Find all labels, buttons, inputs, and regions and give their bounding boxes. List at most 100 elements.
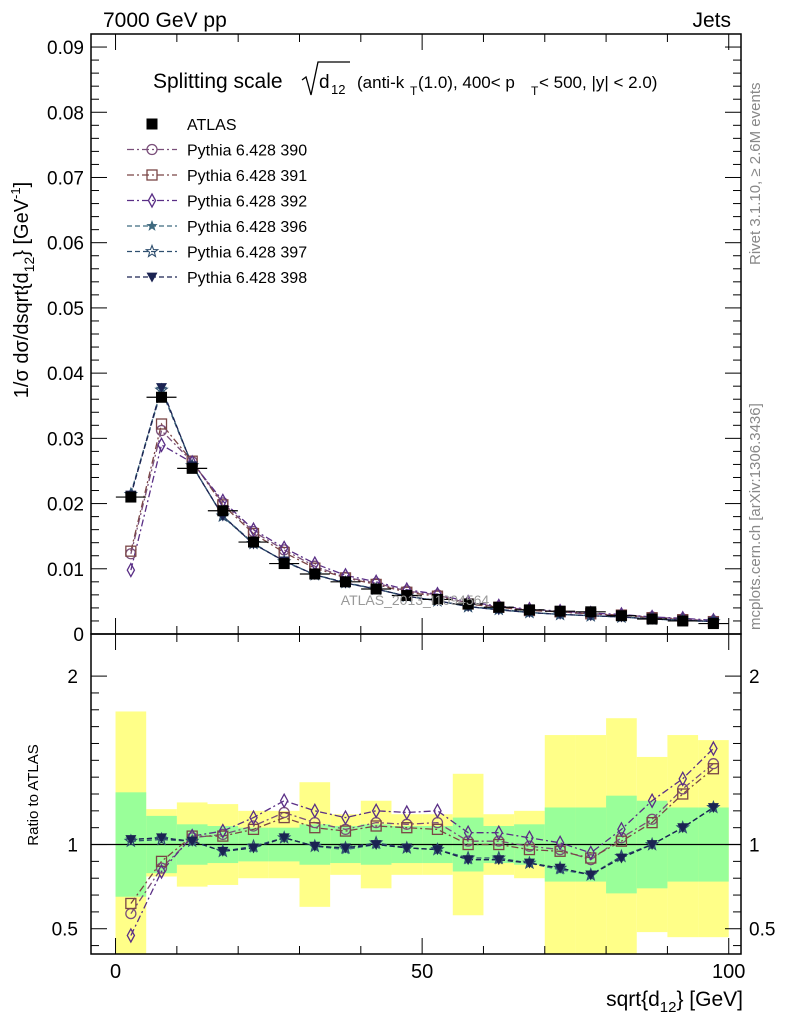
main-ytick-label: 0.02 <box>47 495 84 516</box>
legend-label: ATLAS <box>187 117 237 134</box>
ratio-3-point <box>279 792 289 809</box>
series-6-point <box>156 383 168 393</box>
ylabel-part2: } [GeV <box>11 198 33 256</box>
ratio-6-point <box>431 845 443 856</box>
atlas-point <box>677 615 689 627</box>
ratio-2-point <box>646 816 658 829</box>
series-3-point <box>157 437 166 453</box>
atlas-point <box>186 462 198 474</box>
legend-label: Pythia 6.428 398 <box>187 270 307 287</box>
main-ytick-label: 0.03 <box>47 429 84 450</box>
legend-label: Pythia 6.428 392 <box>187 194 307 211</box>
atlas-point <box>431 593 443 605</box>
ratio-6-point <box>401 843 413 854</box>
main-ytick-label: 0.06 <box>47 234 84 255</box>
ratio-3-point <box>249 809 258 826</box>
title-cond2: (1.0), 400< p <box>418 73 515 92</box>
ratio-line-6 <box>130 806 714 876</box>
ratio-2-point <box>370 820 382 832</box>
xlabel-part1: sqrt{d <box>606 988 660 1011</box>
sqrt-sign <box>301 61 350 96</box>
atlas-point <box>125 491 137 503</box>
title-symbol-sub: 12 <box>331 82 345 97</box>
ratio-3-point <box>555 834 565 851</box>
analysis-watermark: ATLAS_2013_I1094564 <box>341 592 490 608</box>
ratio-3-point <box>463 824 473 841</box>
main-panel: ATLAS_2013_I1094564 0 0.01 0.02 0.03 0.04 0.0… <box>47 33 742 646</box>
ratio-6-point <box>156 833 168 844</box>
legend-marker <box>147 192 157 209</box>
ratio-6-point <box>125 835 137 845</box>
xlabel-sub: 12 <box>660 999 677 1016</box>
atlas-point <box>523 604 535 616</box>
main-ytick-label: 0.08 <box>47 103 84 124</box>
ratio-2-point <box>677 788 689 800</box>
ratio-3-point <box>310 802 320 819</box>
ratio-3-point <box>586 845 596 861</box>
ratio-2-point <box>155 855 168 868</box>
ratio-ytick-label-right: 2 <box>749 667 760 688</box>
legend-marker <box>146 220 158 231</box>
ratio-3-point <box>157 863 166 880</box>
ratio-6-point <box>370 840 382 851</box>
ratio-1-point <box>155 862 168 874</box>
ratio-2-point <box>401 822 413 834</box>
atlas-point <box>707 618 719 630</box>
ratio-6-point <box>554 863 566 874</box>
ratio-6-point <box>707 803 719 813</box>
ratio-6-point <box>615 853 627 864</box>
ratio-6-point <box>309 841 321 852</box>
ratio-3-point <box>617 821 626 838</box>
legend-marker <box>146 169 158 181</box>
ratio-6-point <box>278 833 290 844</box>
atlas-point <box>585 606 597 618</box>
ratio-3-point <box>402 804 412 821</box>
legend-marker <box>146 143 158 156</box>
atlas-point <box>278 558 290 570</box>
ratio-ylabel: Ratio to ATLAS <box>25 744 42 845</box>
atlas-point <box>646 613 658 625</box>
ratio-line-3 <box>130 748 714 936</box>
plot-title: Splitting scale d 12 (anti-k T (1.0), 40… <box>153 61 657 98</box>
ratio-2-point <box>125 897 137 910</box>
ratio-6-point <box>677 823 689 834</box>
x-tick-label: 100 <box>712 961 745 983</box>
ratio-6-point <box>339 843 351 854</box>
ratio-2-point <box>339 825 352 837</box>
x-tick-label: 50 <box>411 961 433 983</box>
ratio-3-point <box>678 770 688 787</box>
atlas-point <box>370 583 382 595</box>
legend: ATLAS Pythia 6.428 390 Pythia 6.428 391 Pyt… <box>127 117 307 287</box>
x-axis-label: sqrt{d12} [GeV] <box>606 988 743 1016</box>
ratio-6-point <box>493 855 505 866</box>
ratio-2-point <box>217 830 229 842</box>
ratio-3-point <box>647 792 657 809</box>
header-collision: 7000 GeV pp <box>103 9 227 32</box>
ratio-6-point <box>248 843 259 854</box>
mcplots-label: mcplots.cern.ch [arXiv:1306.3436] <box>747 403 764 630</box>
main-ytick-label: 0.04 <box>47 364 84 385</box>
header-process: Jets <box>692 9 731 32</box>
main-ylabel: 1/σ dσ/dsqrt{d12} [GeV-1] <box>8 182 37 398</box>
atlas-point <box>217 505 229 517</box>
title-cond1-sub: T <box>410 84 418 98</box>
legend-label: Pythia 6.428 397 <box>187 245 307 262</box>
legend-marker <box>146 272 158 283</box>
series-3-point <box>126 562 136 578</box>
ratio-ytick-label: 0.5 <box>52 920 78 941</box>
legend-marker <box>144 243 160 258</box>
series-1-point <box>155 424 168 437</box>
ratio-2-point <box>707 763 720 775</box>
legend-marker <box>146 118 158 130</box>
ylabel-sup: -1 <box>8 187 23 199</box>
atlas-point <box>248 536 259 548</box>
ratio-3-point <box>341 809 350 826</box>
ratio-6-point <box>523 858 535 869</box>
ylabel-part1: 1/σ dσ/dsqrt{d <box>11 272 33 398</box>
ratio-ytick-label: 2 <box>67 667 78 688</box>
ratio-6-point <box>585 870 597 881</box>
ratio-6-point <box>186 836 198 847</box>
series-2-point <box>125 545 137 557</box>
ratio-3-point <box>494 824 504 841</box>
